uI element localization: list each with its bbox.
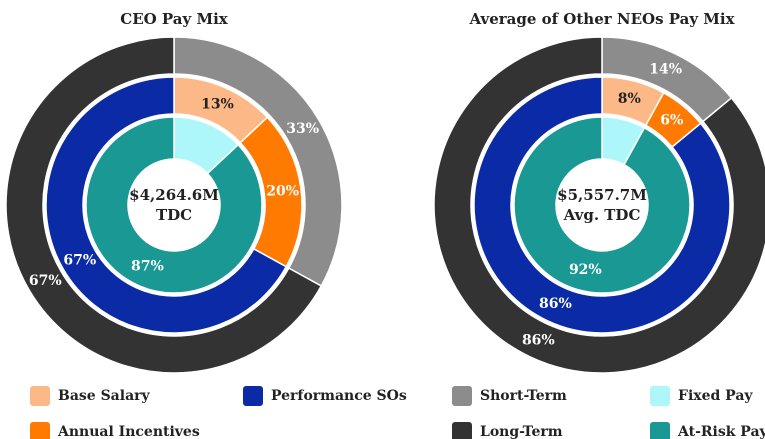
data-label: 86% bbox=[539, 296, 572, 312]
donut-segment bbox=[85, 116, 263, 294]
legend-swatch bbox=[30, 386, 50, 406]
donut-segment bbox=[433, 36, 765, 374]
data-label: 87% bbox=[131, 258, 164, 274]
data-label: 33% bbox=[286, 121, 319, 137]
donut-segment bbox=[513, 116, 691, 294]
legend-label: Annual Incentives bbox=[57, 424, 200, 439]
legend-swatch bbox=[243, 386, 263, 406]
data-label: 20% bbox=[266, 183, 299, 199]
center-label: $5,557.7M bbox=[557, 186, 647, 204]
legend-swatch bbox=[650, 422, 670, 439]
legend-label: Base Salary bbox=[58, 388, 151, 404]
chart-title: CEO Pay Mix bbox=[120, 10, 228, 28]
center-label: TDC bbox=[156, 206, 192, 224]
center-label: $4,264.6M bbox=[129, 186, 219, 204]
data-label: 67% bbox=[29, 273, 62, 289]
data-label: 6% bbox=[660, 113, 683, 129]
center-label: Avg. TDC bbox=[563, 206, 641, 224]
donut-segment bbox=[45, 76, 288, 334]
data-label: 67% bbox=[63, 253, 96, 269]
donut-segment bbox=[5, 36, 323, 374]
legend-label: Short-Term bbox=[480, 388, 567, 404]
data-label: 13% bbox=[201, 97, 234, 113]
legend-swatch bbox=[650, 386, 670, 406]
data-label: 92% bbox=[569, 262, 602, 278]
legend-swatch bbox=[452, 422, 472, 439]
legend-label: Fixed Pay bbox=[678, 388, 753, 404]
chart-title: Average of Other NEOs Pay Mix bbox=[468, 10, 735, 28]
data-label: 86% bbox=[522, 332, 555, 348]
legend-label: At-Risk Pay bbox=[677, 424, 765, 439]
donut-segment bbox=[473, 76, 731, 334]
legend-label: Long-Term bbox=[480, 424, 563, 439]
legend-swatch bbox=[452, 386, 472, 406]
data-label: 14% bbox=[649, 62, 682, 78]
legend-label: Performance SOs bbox=[271, 388, 407, 404]
data-label: 8% bbox=[618, 91, 641, 107]
legend-swatch bbox=[30, 422, 50, 439]
